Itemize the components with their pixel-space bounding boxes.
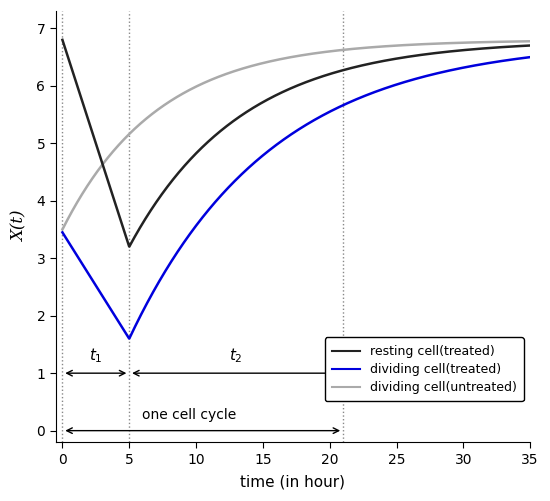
Legend: resting cell(treated), dividing cell(treated), dividing cell(untreated): resting cell(treated), dividing cell(tre… [324,337,524,401]
X-axis label: time (in hour): time (in hour) [240,475,345,490]
Text: $t_1$: $t_1$ [89,346,103,365]
Text: one cell cycle: one cell cycle [142,408,236,422]
Y-axis label: X(t): X(t) [11,211,28,242]
Text: $t_2$: $t_2$ [229,346,243,365]
